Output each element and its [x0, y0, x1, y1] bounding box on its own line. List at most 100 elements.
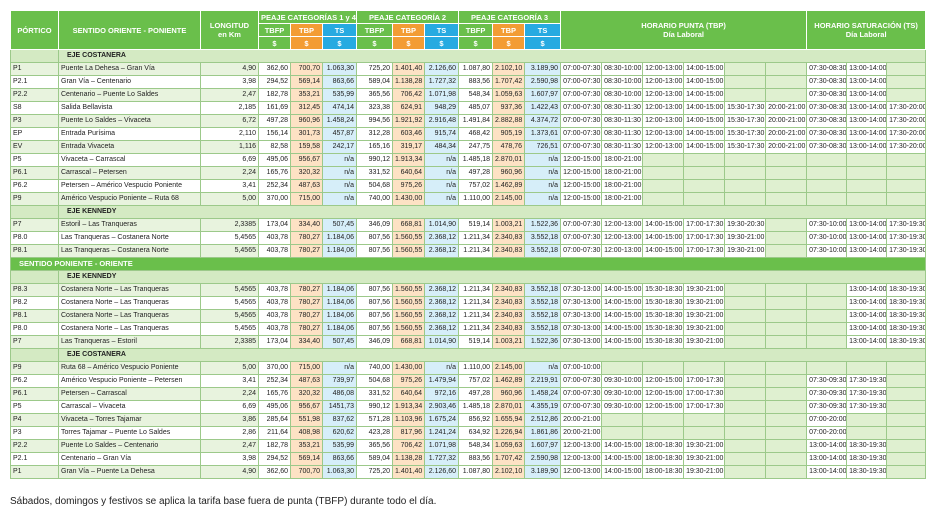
fare: 362,60: [258, 465, 291, 479]
fare: 1.607,97: [524, 439, 562, 453]
empty-cell: [886, 465, 927, 479]
saturation-time: 17:30-19:30: [886, 218, 927, 232]
length: 5,00: [200, 192, 259, 206]
fare: 173,04: [258, 218, 291, 232]
fare: 807,56: [356, 283, 393, 297]
empty-cell: [765, 322, 808, 336]
fare: 1.110,00: [458, 192, 494, 206]
length: 5,4565: [200, 244, 259, 258]
portico: P6.1: [10, 166, 59, 180]
saturation-time: 18:30-19:30: [886, 283, 927, 297]
fare: 365,56: [356, 439, 393, 453]
fare: 1.241,24: [423, 426, 460, 440]
footnote: Sábados, domingos y festivos se aplica l…: [10, 496, 437, 507]
fare: 589,04: [356, 75, 393, 89]
fare: 1.422,43: [524, 101, 562, 115]
fare: 1.110,00: [458, 361, 494, 375]
fare: 548,34: [458, 439, 494, 453]
fare: 1.462,89: [492, 374, 526, 388]
peak-time: 07:00-07:30: [560, 244, 603, 258]
route: Entrada Purísima: [58, 127, 201, 141]
empty-cell: [765, 62, 808, 76]
fare: 1.861,86: [524, 426, 562, 440]
route: Petersen – Carrascal: [58, 387, 201, 401]
saturation-time: 13:00-14:00: [846, 88, 888, 102]
fare: 589,04: [356, 452, 393, 466]
route: Carrascal – Petersen: [58, 166, 201, 180]
fare: 1.727,32: [423, 452, 460, 466]
fare: 905,19: [492, 127, 526, 141]
fare: 3.552,18: [524, 322, 562, 336]
fare: 323,38: [356, 101, 393, 115]
fare: 468,42: [458, 127, 494, 141]
fare: 1.522,36: [524, 335, 562, 349]
fare: 1.727,32: [423, 75, 460, 89]
empty-cell: [765, 192, 808, 206]
fare: n/a: [423, 153, 460, 167]
peak-time: 14:00-15:00: [601, 465, 644, 479]
fare: n/a: [423, 166, 460, 180]
fare: 2.340,83: [492, 283, 526, 297]
saturation-time: 07:30-09:30: [806, 387, 848, 401]
peak-time: 07:00-07:30: [560, 218, 603, 232]
fare: 780,27: [290, 296, 323, 310]
length: 5,4565: [200, 231, 259, 245]
peak-time: 20:00-21:00: [765, 127, 808, 141]
saturation-time: 13:00-14:00: [846, 283, 888, 297]
peak-time: 14:00-15:00: [601, 452, 644, 466]
peak-time: 15:30-18:30: [642, 283, 685, 297]
empty-cell: [724, 413, 767, 427]
fare: 960,96: [492, 166, 526, 180]
empty-cell: [886, 88, 927, 102]
saturation-header: HORARIO SATURACIÓN (TS) Día Laboral: [806, 10, 927, 50]
length: 2,24: [200, 166, 259, 180]
fare: 1.211,34: [458, 283, 494, 297]
empty-cell: [724, 192, 767, 206]
fare: 242,17: [322, 140, 357, 154]
peak-time: 09:30-10:00: [601, 374, 644, 388]
fare: 2.340,83: [492, 244, 526, 258]
saturation-time: 13:00-14:00: [846, 101, 888, 115]
peak-time: 14:00-15:00: [601, 283, 644, 297]
fare: 3.189,90: [524, 465, 562, 479]
route: Ruta 68 – Américo Vespucio Poniente: [58, 361, 201, 375]
saturation-time: 13:00-14:00: [846, 231, 888, 245]
fare: 487,63: [290, 179, 323, 193]
fare: 1.184,06: [322, 244, 357, 258]
fare: 519,14: [458, 335, 494, 349]
fare: n/a: [524, 361, 562, 375]
saturation-time: 18:30-19:30: [846, 452, 888, 466]
fare: 294,52: [258, 75, 291, 89]
peak-time: 15:30-17:30: [724, 114, 767, 128]
peak-time: 19:30-21:00: [683, 335, 726, 349]
peak-time: 12:00-13:00: [642, 114, 685, 128]
fare: 1.560,55: [392, 231, 425, 245]
rate-header: TBP: [392, 23, 425, 37]
peak-sub: Día Laboral: [663, 30, 704, 39]
saturation-time: 13:00-14:00: [846, 75, 888, 89]
fare: 740,00: [356, 361, 393, 375]
fare: 1.462,89: [492, 179, 526, 193]
saturation-time: 17:30-19:30: [886, 244, 927, 258]
fare: 1.184,06: [322, 322, 357, 336]
empty-cell: [765, 374, 808, 388]
fare: 960,96: [492, 387, 526, 401]
route: Carrascal – Vivaceta: [58, 400, 201, 414]
rate-header: TBFP: [356, 23, 393, 37]
empty-cell: [765, 296, 808, 310]
route: Centenario – Gran Vía: [58, 452, 201, 466]
peak-time: 18:00-21:00: [601, 192, 644, 206]
unit-header: $: [322, 36, 357, 50]
saturation-time: 18:30-19:30: [886, 309, 927, 323]
route: Puente Lo Saldes – Vivaceta: [58, 114, 201, 128]
length: 5,4565: [200, 309, 259, 323]
length: 3,98: [200, 75, 259, 89]
empty-cell: [806, 153, 848, 167]
peak-time: 07:00-07:30: [560, 127, 603, 141]
fare: 252,34: [258, 179, 291, 193]
fare: 1.014,90: [423, 218, 460, 232]
data-row: P8.1 Costanera Norte – Las Tranqueras 5,45…: [10, 309, 927, 323]
fare: 3.552,18: [524, 309, 562, 323]
fare: 504,68: [356, 179, 393, 193]
data-row: P2.2 Puente Lo Saldes – Centenario 2,47 182…: [10, 439, 927, 453]
